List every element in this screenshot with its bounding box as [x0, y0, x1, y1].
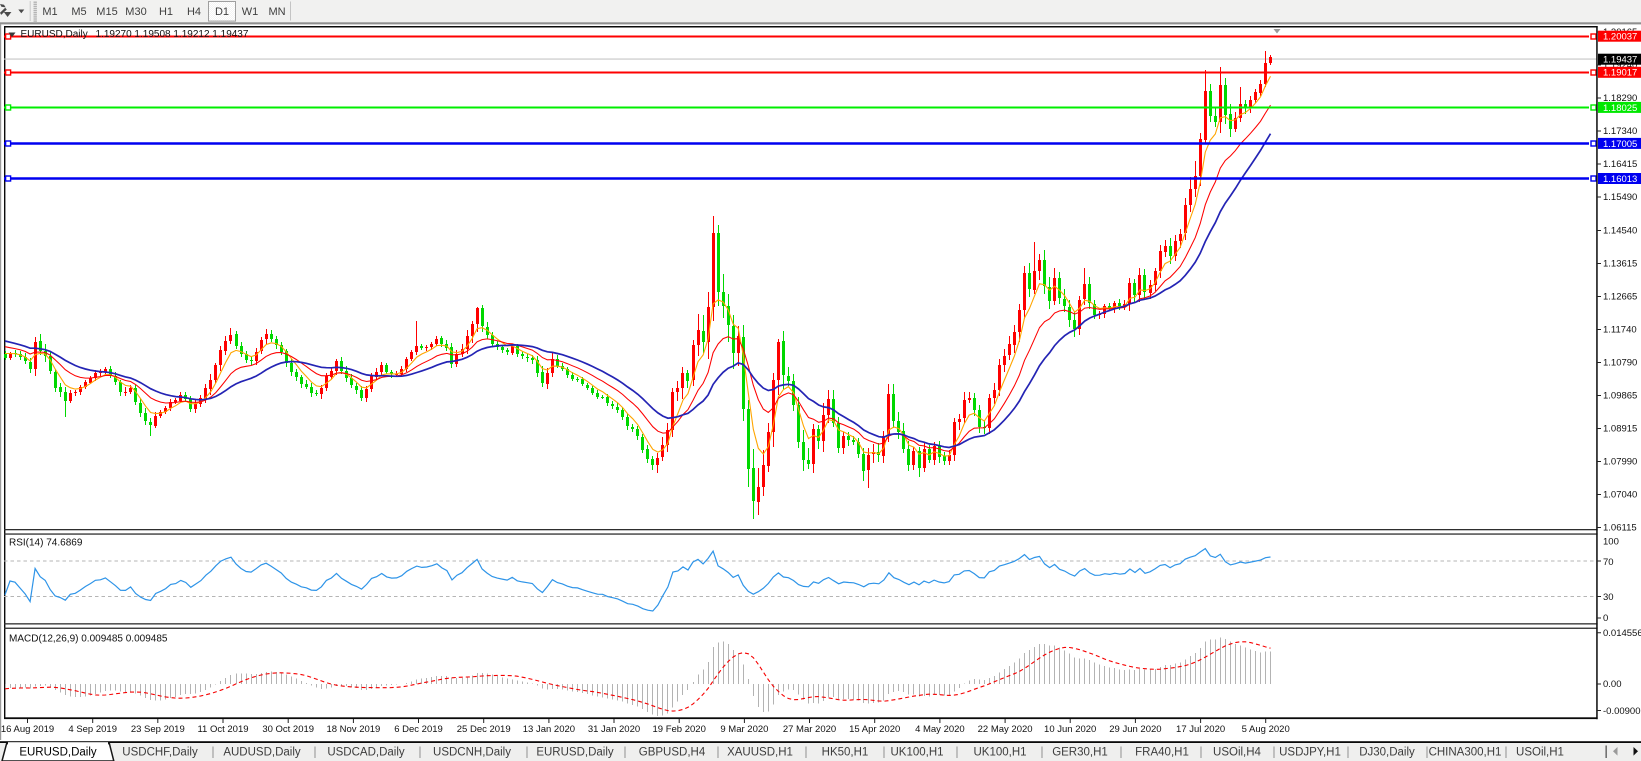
- svg-text:|: |: [314, 747, 317, 759]
- svg-text:16 Aug 2019: 16 Aug 2019: [1, 724, 54, 735]
- svg-text:1.09865: 1.09865: [1603, 391, 1637, 402]
- svg-text:USDJPY,H1: USDJPY,H1: [1279, 747, 1341, 759]
- svg-text:W1: W1: [242, 6, 259, 18]
- svg-text:M15: M15: [96, 6, 117, 18]
- svg-text:1.08915: 1.08915: [1603, 424, 1637, 435]
- svg-text:USDCNH,Daily: USDCNH,Daily: [433, 747, 511, 759]
- svg-text:0: 0: [1603, 613, 1608, 624]
- svg-text:EURUSD,Daily: EURUSD,Daily: [536, 747, 614, 759]
- svg-text:1.12665: 1.12665: [1603, 292, 1637, 303]
- svg-text:GBPUSD,H4: GBPUSD,H4: [639, 747, 706, 759]
- svg-text:1.10790: 1.10790: [1603, 358, 1637, 369]
- svg-text:D1: D1: [215, 6, 229, 18]
- svg-text:1.11740: 1.11740: [1603, 325, 1637, 336]
- svg-text:H1: H1: [159, 6, 173, 18]
- svg-text:1.07990: 1.07990: [1603, 457, 1637, 468]
- svg-text:AUDUSD,Daily: AUDUSD,Daily: [223, 747, 301, 759]
- svg-text:|: |: [419, 747, 422, 759]
- svg-text:FRA40,H1: FRA40,H1: [1135, 747, 1189, 759]
- svg-text:UK100,H1: UK100,H1: [890, 747, 943, 759]
- svg-text:0.00: 0.00: [1603, 679, 1622, 690]
- svg-text:|: |: [883, 747, 886, 759]
- svg-text:MN: MN: [268, 6, 285, 18]
- svg-text:|: |: [1426, 747, 1429, 759]
- svg-text:USOil,H1: USOil,H1: [1516, 747, 1564, 759]
- svg-text:M30: M30: [125, 6, 146, 18]
- svg-text:19 Feb 2020: 19 Feb 2020: [653, 724, 706, 735]
- svg-text:GER30,H1: GER30,H1: [1052, 747, 1108, 759]
- svg-text:4 May 2020: 4 May 2020: [915, 724, 965, 735]
- svg-text:|: |: [805, 747, 808, 759]
- svg-text:1.20037: 1.20037: [1603, 32, 1637, 43]
- svg-text:1.18025: 1.18025: [1603, 103, 1637, 114]
- svg-text:13 Jan 2020: 13 Jan 2020: [523, 724, 575, 735]
- svg-text:17 Jul 2020: 17 Jul 2020: [1176, 724, 1225, 735]
- svg-text:USDCHF,Daily: USDCHF,Daily: [122, 747, 198, 759]
- svg-text:1.19017: 1.19017: [1603, 68, 1637, 79]
- svg-text:|: |: [212, 747, 215, 759]
- svg-text:1.14540: 1.14540: [1603, 226, 1637, 237]
- svg-text:1.13615: 1.13615: [1603, 259, 1637, 270]
- svg-text:1.19240: 1.19240: [1603, 60, 1637, 71]
- svg-text:|: |: [526, 747, 529, 759]
- svg-text:6 Dec 2019: 6 Dec 2019: [394, 724, 443, 735]
- svg-text:10 Jun 2020: 10 Jun 2020: [1044, 724, 1096, 735]
- svg-text:|: |: [1273, 747, 1276, 759]
- svg-text:EURUSD,Daily 1.19270 1.19508: EURUSD,Daily 1.19270 1.19508 1.19212 1.1…: [21, 29, 249, 40]
- svg-text:EURUSD,Daily: EURUSD,Daily: [19, 747, 97, 759]
- svg-text:70: 70: [1603, 557, 1614, 568]
- svg-text:1.17340: 1.17340: [1603, 126, 1637, 137]
- svg-text:29 Jun 2020: 29 Jun 2020: [1109, 724, 1161, 735]
- svg-text:25 Dec 2019: 25 Dec 2019: [457, 724, 511, 735]
- svg-text:1.07040: 1.07040: [1603, 490, 1637, 501]
- svg-text:|: |: [1200, 747, 1203, 759]
- svg-text:1.18290: 1.18290: [1603, 93, 1637, 104]
- svg-text:RSI(14) 74.6869: RSI(14) 74.6869: [9, 538, 83, 549]
- svg-text:23 Sep 2019: 23 Sep 2019: [131, 724, 185, 735]
- svg-text:USOil,H4: USOil,H4: [1213, 747, 1262, 759]
- svg-text:MACD(12,26,9) 0.009485 0.00948: MACD(12,26,9) 0.009485 0.009485: [9, 634, 168, 645]
- svg-text:27 Mar 2020: 27 Mar 2020: [783, 724, 836, 735]
- svg-text:1.16415: 1.16415: [1603, 159, 1637, 170]
- svg-text:1.15490: 1.15490: [1603, 192, 1637, 203]
- svg-text:100: 100: [1603, 537, 1619, 548]
- svg-text:DJ30,Daily: DJ30,Daily: [1359, 747, 1415, 759]
- svg-text:30: 30: [1603, 592, 1614, 603]
- svg-text:HK50,H1: HK50,H1: [822, 747, 869, 759]
- svg-text:|: |: [1347, 747, 1350, 759]
- svg-text:18 Nov 2019: 18 Nov 2019: [326, 724, 380, 735]
- svg-text:UK100,H1: UK100,H1: [973, 747, 1026, 759]
- svg-text:1.17005: 1.17005: [1603, 139, 1637, 150]
- svg-text:M1: M1: [42, 6, 57, 18]
- svg-text:9 Mar 2020: 9 Mar 2020: [720, 724, 768, 735]
- svg-text:USDCAD,Daily: USDCAD,Daily: [327, 747, 405, 759]
- svg-text:CHINA300,H1: CHINA300,H1: [1429, 747, 1502, 759]
- svg-text:|: |: [1041, 747, 1044, 759]
- svg-text:22 May 2020: 22 May 2020: [978, 724, 1033, 735]
- svg-text:30 Oct 2019: 30 Oct 2019: [262, 724, 314, 735]
- svg-text:|: |: [624, 747, 627, 759]
- svg-text:M5: M5: [71, 6, 86, 18]
- svg-text:1.16013: 1.16013: [1603, 174, 1637, 185]
- svg-text:-0.009001: -0.009001: [1603, 706, 1641, 717]
- svg-text:15 Apr 2020: 15 Apr 2020: [849, 724, 900, 735]
- svg-text:0.014556: 0.014556: [1603, 628, 1641, 639]
- svg-text:5 Aug 2020: 5 Aug 2020: [1242, 724, 1290, 735]
- svg-text:31 Jan 2020: 31 Jan 2020: [588, 724, 640, 735]
- svg-text:|: |: [1505, 747, 1508, 759]
- svg-text:|: |: [717, 747, 720, 759]
- svg-text:|: |: [956, 747, 959, 759]
- svg-text:XAUUSD,H1: XAUUSD,H1: [727, 747, 793, 759]
- svg-text:11 Oct 2019: 11 Oct 2019: [197, 724, 248, 735]
- svg-text:1.06115: 1.06115: [1603, 523, 1637, 534]
- svg-text:|: |: [1120, 747, 1123, 759]
- svg-text:1.19437: 1.19437: [1603, 55, 1637, 66]
- svg-text:H4: H4: [187, 6, 201, 18]
- svg-text:4 Sep 2019: 4 Sep 2019: [68, 724, 117, 735]
